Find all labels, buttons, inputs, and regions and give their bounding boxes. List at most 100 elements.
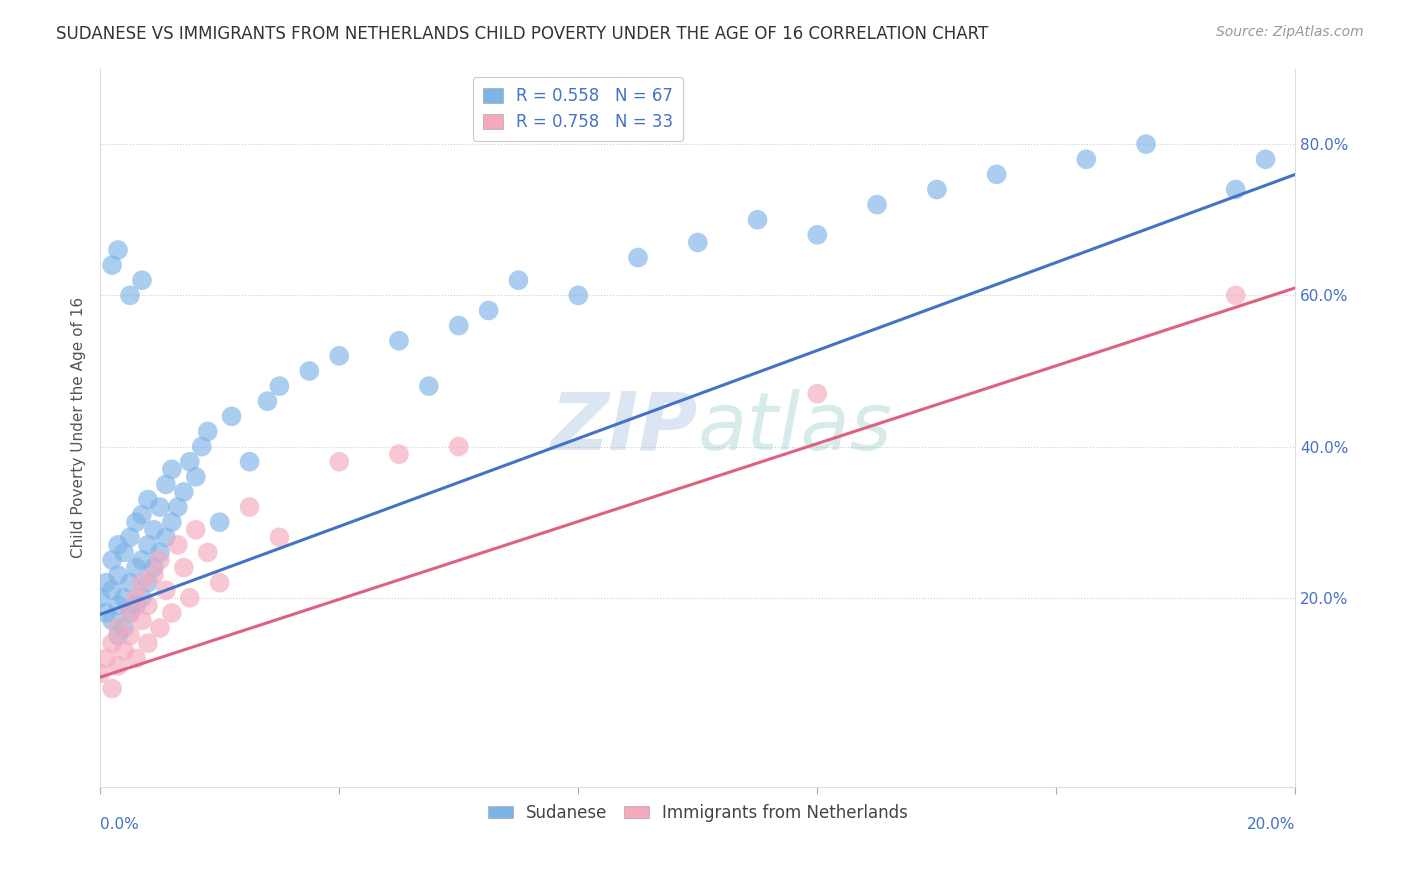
Point <box>107 621 129 635</box>
Point <box>328 455 350 469</box>
Point <box>107 599 129 613</box>
Point <box>112 545 135 559</box>
Point <box>142 523 165 537</box>
Y-axis label: Child Poverty Under the Age of 16: Child Poverty Under the Age of 16 <box>72 297 86 558</box>
Point <box>118 530 141 544</box>
Point <box>101 553 124 567</box>
Point <box>747 212 769 227</box>
Point <box>101 583 124 598</box>
Point <box>173 560 195 574</box>
Point <box>149 553 172 567</box>
Point <box>136 492 159 507</box>
Point <box>160 606 183 620</box>
Point <box>388 334 411 348</box>
Point <box>131 614 153 628</box>
Point <box>94 606 117 620</box>
Point <box>269 379 291 393</box>
Point <box>107 568 129 582</box>
Point <box>107 538 129 552</box>
Point <box>131 508 153 522</box>
Point <box>208 575 231 590</box>
Text: Source: ZipAtlas.com: Source: ZipAtlas.com <box>1216 25 1364 39</box>
Point <box>155 583 177 598</box>
Text: SUDANESE VS IMMIGRANTS FROM NETHERLANDS CHILD POVERTY UNDER THE AGE OF 16 CORREL: SUDANESE VS IMMIGRANTS FROM NETHERLANDS … <box>56 25 988 43</box>
Point <box>160 515 183 529</box>
Point <box>101 258 124 272</box>
Point <box>125 560 148 574</box>
Point <box>118 575 141 590</box>
Point <box>1254 153 1277 167</box>
Point <box>184 470 207 484</box>
Point <box>94 651 117 665</box>
Point <box>238 500 260 514</box>
Point <box>89 591 111 605</box>
Point <box>94 575 117 590</box>
Point <box>328 349 350 363</box>
Point <box>1076 153 1098 167</box>
Point <box>125 651 148 665</box>
Legend: Sudanese, Immigrants from Netherlands: Sudanese, Immigrants from Netherlands <box>481 797 915 829</box>
Point <box>142 560 165 574</box>
Point <box>136 599 159 613</box>
Point <box>149 545 172 559</box>
Point <box>131 273 153 287</box>
Text: atlas: atlas <box>697 389 893 467</box>
Text: ZIP: ZIP <box>550 389 697 467</box>
Point <box>166 500 188 514</box>
Point <box>208 515 231 529</box>
Point <box>238 455 260 469</box>
Point <box>118 606 141 620</box>
Point <box>184 523 207 537</box>
Point <box>447 318 470 333</box>
Point <box>1135 137 1157 152</box>
Point <box>925 182 948 196</box>
Point <box>101 681 124 696</box>
Point <box>149 621 172 635</box>
Point <box>142 568 165 582</box>
Point <box>101 636 124 650</box>
Point <box>478 303 501 318</box>
Point <box>112 621 135 635</box>
Point <box>627 251 650 265</box>
Point <box>298 364 321 378</box>
Point <box>1225 182 1247 196</box>
Point <box>221 409 243 424</box>
Point <box>107 658 129 673</box>
Point <box>256 394 278 409</box>
Point <box>197 545 219 559</box>
Text: 0.0%: 0.0% <box>100 817 139 832</box>
Point <box>118 606 141 620</box>
Point <box>179 591 201 605</box>
Point <box>136 538 159 552</box>
Point <box>101 614 124 628</box>
Point <box>418 379 440 393</box>
Point <box>131 575 153 590</box>
Point <box>173 485 195 500</box>
Point <box>118 629 141 643</box>
Point <box>149 500 172 514</box>
Point <box>269 530 291 544</box>
Point <box>866 197 889 211</box>
Point <box>508 273 530 287</box>
Point <box>166 538 188 552</box>
Point <box>112 644 135 658</box>
Point <box>131 553 153 567</box>
Point <box>125 599 148 613</box>
Point <box>112 591 135 605</box>
Point <box>89 666 111 681</box>
Point <box>136 575 159 590</box>
Point <box>388 447 411 461</box>
Point <box>125 591 148 605</box>
Point <box>136 636 159 650</box>
Point <box>986 167 1008 181</box>
Point <box>567 288 589 302</box>
Point <box>155 477 177 491</box>
Point <box>447 440 470 454</box>
Point <box>197 425 219 439</box>
Point <box>118 288 141 302</box>
Point <box>806 386 828 401</box>
Point <box>107 629 129 643</box>
Point <box>125 515 148 529</box>
Point <box>155 530 177 544</box>
Point <box>179 455 201 469</box>
